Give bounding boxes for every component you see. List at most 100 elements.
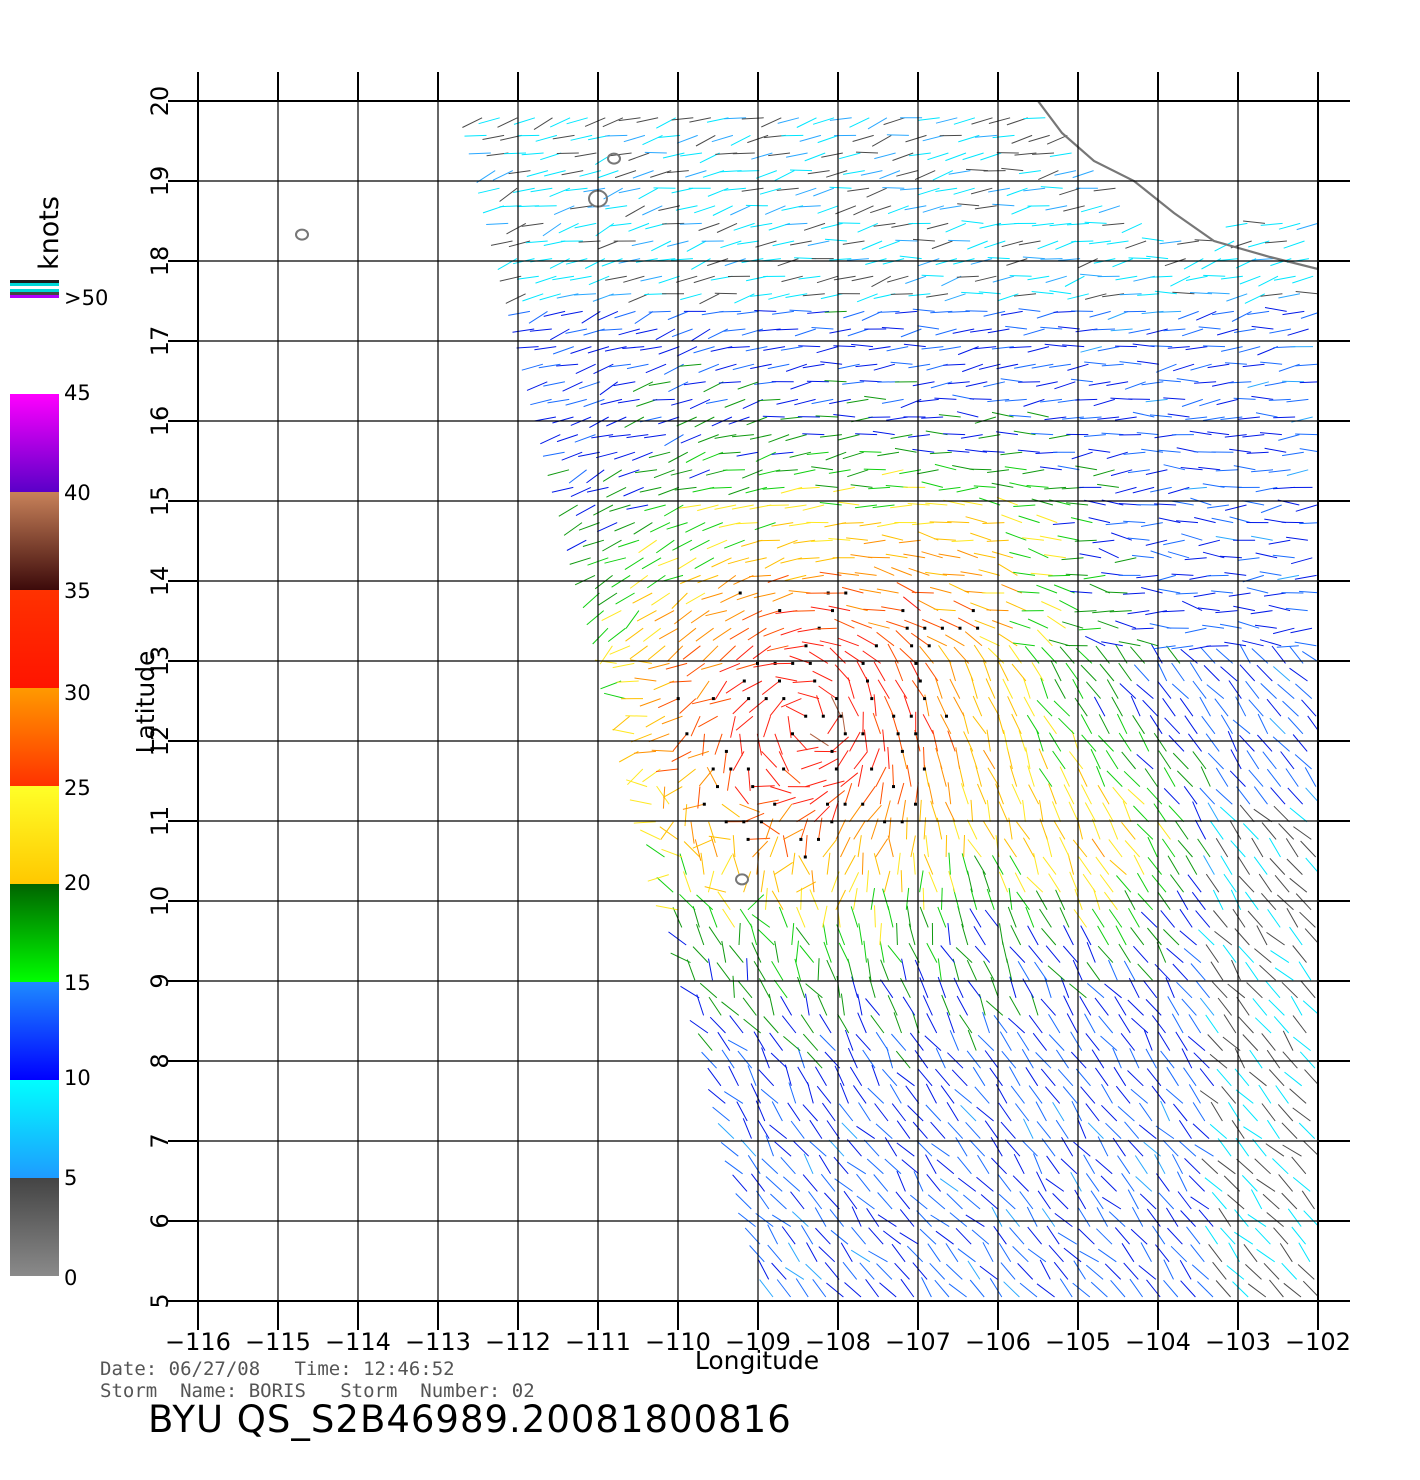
wind-vector: [965, 449, 988, 453]
wind-vector: [849, 1066, 863, 1087]
wind-vector: [1064, 275, 1085, 287]
wind-vector: [1051, 801, 1062, 822]
wind-vector: [1203, 855, 1215, 875]
wind-vector: [838, 363, 860, 370]
wind-vector: [1063, 205, 1085, 212]
wind-vector: [1171, 500, 1194, 506]
wind-vector: [1242, 1034, 1259, 1051]
wind-vector: [625, 627, 644, 642]
wind-vector: [1129, 1048, 1140, 1069]
wind-vector: [974, 416, 997, 424]
wind-vector: [602, 539, 622, 552]
wind-vector: [791, 1211, 809, 1227]
rain-flag: [830, 820, 834, 824]
wind-vector: [687, 750, 709, 759]
wind-vector: [989, 1278, 1003, 1298]
wind-vector: [939, 1178, 959, 1192]
wind-vector: [1239, 804, 1255, 823]
wind-vector: [1159, 240, 1182, 245]
wind-vector: [967, 1260, 981, 1280]
longitude-tick-label: −113: [405, 1328, 471, 1356]
wind-vector: [1019, 1191, 1034, 1210]
wind-vector: [1131, 1017, 1149, 1034]
wind-vector: [998, 563, 1018, 576]
wind-vector: [1101, 363, 1124, 367]
wind-vector: [1220, 855, 1233, 875]
wind-vector: [1246, 750, 1260, 770]
wind-vector: [1108, 839, 1123, 858]
rain-flag: [804, 714, 808, 718]
wind-vector: [842, 451, 864, 460]
wind-vector: [991, 1157, 1007, 1175]
wind-vector: [840, 836, 851, 858]
wind-vector: [1243, 1243, 1258, 1263]
wind-vector: [868, 976, 876, 998]
rain-flag: [746, 767, 750, 771]
wind-vector: [1235, 696, 1247, 717]
colorbar-label: 30: [64, 681, 91, 705]
wind-vector: [1261, 1103, 1276, 1122]
wind-vector: [998, 661, 1009, 682]
wind-vector: [1018, 170, 1041, 175]
wind-vector: [1084, 361, 1107, 365]
wind-vector: [737, 381, 759, 390]
wind-vector: [534, 416, 556, 422]
wind-vector: [1124, 890, 1136, 911]
wind-vector: [895, 310, 918, 314]
wind-vector: [1085, 1264, 1104, 1280]
colorbar-label: >50: [64, 286, 108, 310]
wind-vector: [820, 1173, 836, 1192]
wind-vector: [857, 764, 864, 787]
wind-vector: [1115, 486, 1137, 494]
wind-vector: [1075, 465, 1098, 471]
wind-vector: [739, 803, 761, 813]
wind-vector: [1302, 1280, 1318, 1298]
wind-vector: [953, 696, 965, 717]
wind-vector: [1095, 856, 1110, 875]
wind-vector: [771, 890, 784, 911]
wind-vector: [666, 522, 688, 530]
wind-vector: [662, 152, 685, 159]
wind-vector: [1039, 800, 1044, 822]
wind-vector: [1028, 1085, 1043, 1104]
wind-vector: [1244, 293, 1266, 304]
wind-vector: [912, 308, 935, 312]
wind-vector: [1039, 818, 1048, 840]
rain-flag: [817, 837, 820, 841]
wind-vector: [908, 434, 930, 438]
wind-vector: [952, 328, 975, 334]
wind-vector: [1199, 696, 1211, 717]
wind-vector: [1266, 931, 1285, 946]
wind-vector: [648, 451, 671, 459]
wind-vector: [1177, 240, 1199, 245]
wind-vector: [1198, 539, 1221, 547]
wind-vector: [685, 592, 706, 605]
wind-vector: [912, 852, 916, 875]
wind-vector: [790, 240, 812, 246]
wind-vector: [1247, 910, 1263, 928]
wind-vector: [658, 346, 680, 355]
wind-vector: [927, 152, 949, 161]
wind-vector: [591, 434, 614, 439]
wind-vector: [881, 606, 903, 612]
wind-vector: [847, 469, 869, 478]
wind-vector: [632, 451, 653, 461]
wind-vector: [1113, 1066, 1127, 1087]
wind-vector: [1278, 293, 1301, 299]
wind-vector: [1141, 237, 1164, 242]
wind-vector: [697, 434, 719, 443]
wind-vector: [1077, 1207, 1091, 1227]
wind-vector: [906, 764, 912, 787]
longitude-tick-label: −104: [1125, 1328, 1191, 1356]
wind-vector: [1236, 996, 1250, 1016]
wind-vector: [663, 504, 684, 517]
wind-vector: [1285, 607, 1308, 612]
wind-vector: [926, 1173, 941, 1192]
wind-vector: [868, 1227, 884, 1245]
wind-vector: [1172, 752, 1189, 770]
rain-flag: [826, 802, 829, 806]
wind-vector: [1223, 873, 1237, 893]
wind-vector: [1097, 1136, 1109, 1157]
wind-vector: [1251, 325, 1274, 330]
